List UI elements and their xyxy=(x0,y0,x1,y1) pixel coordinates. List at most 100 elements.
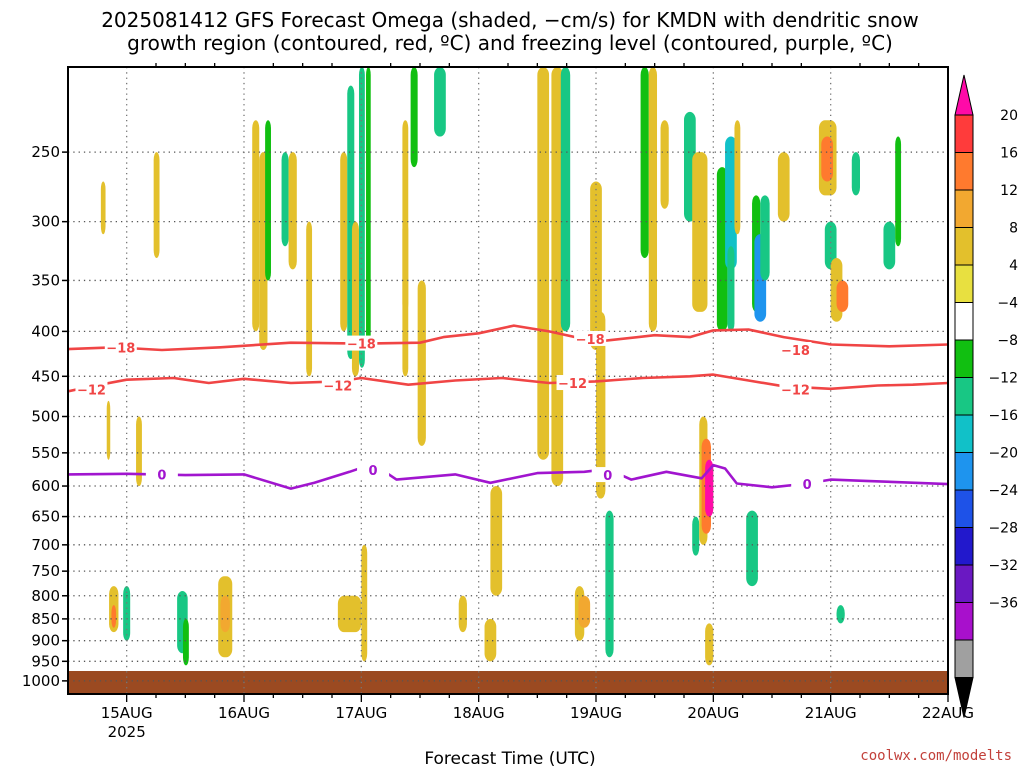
time-tick-label: 19AUG xyxy=(570,704,622,722)
omega-cell xyxy=(417,280,426,446)
colorbar-label: 20 xyxy=(1000,108,1018,124)
time-tick-label: 20AUG xyxy=(687,704,739,722)
contour-label-bg xyxy=(574,330,607,346)
contour-label: −12 xyxy=(77,384,106,399)
freezing-level-contour xyxy=(68,462,948,490)
contour-label: −18 xyxy=(576,333,605,348)
omega-cell xyxy=(716,167,728,332)
omega-cell xyxy=(434,67,446,137)
credit-text: coolwx.com/modelts xyxy=(860,748,1012,764)
pressure-tick-label: 250 xyxy=(31,143,60,161)
contour-label-bg xyxy=(779,381,812,397)
omega-cell xyxy=(883,221,896,270)
omega-cell xyxy=(596,311,606,499)
omega-cell xyxy=(605,510,614,658)
pressure-tick-label: 650 xyxy=(31,508,60,526)
contour-label: −12 xyxy=(558,377,587,392)
contour-label: −12 xyxy=(323,380,352,395)
colorbar-label: 8 xyxy=(1009,221,1018,237)
dendritic-snow-contour xyxy=(68,373,948,393)
pressure-tick-label: 400 xyxy=(31,322,60,340)
contour-label: 0 xyxy=(369,464,378,479)
pressure-tick-label: 300 xyxy=(31,213,60,231)
colorbar-label: 16 xyxy=(1000,146,1018,162)
omega-cell xyxy=(705,623,714,666)
colorbar-segment xyxy=(954,564,974,603)
omega-cell xyxy=(100,181,106,235)
contour-label: 0 xyxy=(157,468,166,483)
contour-label: −12 xyxy=(781,384,810,399)
omega-cell xyxy=(760,195,770,281)
omega-cell xyxy=(182,618,189,666)
omega-cell xyxy=(648,67,658,332)
colorbar-segment xyxy=(954,152,974,191)
time-tick-label: 22AUG xyxy=(922,704,974,722)
colorbar-label: −36 xyxy=(988,596,1018,612)
omega-cell xyxy=(265,120,271,281)
omega-cell xyxy=(410,67,418,168)
contour-label-bg xyxy=(556,375,589,391)
colorbar-segment xyxy=(954,189,974,228)
colorbar-label: −28 xyxy=(988,521,1018,537)
omega-cell xyxy=(288,152,297,270)
contour-label-bg xyxy=(791,476,824,492)
omega-cell xyxy=(725,136,737,270)
pressure-tick-label: 700 xyxy=(31,536,60,554)
omega-cell xyxy=(640,67,649,259)
colorbar-label: −32 xyxy=(988,558,1018,574)
omega-cell xyxy=(590,181,602,350)
omega-cell xyxy=(484,618,497,662)
pressure-tick-label: 600 xyxy=(31,477,60,495)
omega-cell xyxy=(153,152,160,259)
omega-cell xyxy=(361,544,368,662)
colorbar-label: −20 xyxy=(988,446,1018,462)
omega-cell xyxy=(111,605,117,628)
omega-cell xyxy=(366,67,371,350)
temperature-contours: −18 −18 −18 −18 −12 −12 −12 −12 0 0 0 0 xyxy=(68,324,948,493)
omega-cell xyxy=(578,595,591,628)
omega-cell xyxy=(402,221,409,377)
omega-cell xyxy=(692,516,700,556)
time-tick-label: 18AUG xyxy=(453,704,505,722)
x-axis-label: Forecast Time (UTC) xyxy=(424,749,595,768)
contour-label-bg xyxy=(104,339,137,355)
omega-cell xyxy=(836,605,845,624)
colorbar-segment xyxy=(954,302,974,341)
contour-label-bg xyxy=(145,466,178,482)
colorbar-segment xyxy=(954,377,974,416)
omega-cell xyxy=(734,120,741,235)
omega-cell xyxy=(746,510,758,587)
colorbar-segment xyxy=(954,227,974,266)
colorbar-segment xyxy=(954,414,974,453)
contour-label-bg xyxy=(779,341,812,357)
pressure-tick-label: 350 xyxy=(31,271,60,289)
omega-cell xyxy=(220,595,230,633)
contour-label-bg xyxy=(75,381,108,397)
ground-surface xyxy=(68,671,948,695)
omega-cell xyxy=(458,595,467,633)
omega-cell xyxy=(821,136,834,182)
colorbar-label: −4 xyxy=(997,296,1018,312)
dendritic-snow-contour xyxy=(68,324,948,352)
pressure-tick-label: 950 xyxy=(31,652,60,670)
omega-cell xyxy=(727,246,735,332)
contour-label: 0 xyxy=(603,469,612,484)
omega-cell xyxy=(358,67,365,368)
colorbar-label: 4 xyxy=(1009,258,1018,274)
contour-label: 0 xyxy=(803,478,812,493)
colorbar-label: −24 xyxy=(988,483,1018,499)
pressure-tick-label: 1000 xyxy=(22,672,60,690)
omega-cell xyxy=(836,280,849,312)
contour-label: −18 xyxy=(781,344,810,359)
omega-cell xyxy=(136,416,142,487)
omega-cell xyxy=(490,486,503,596)
pressure-tick-label: 500 xyxy=(31,407,60,425)
pressure-tick-label: 800 xyxy=(31,587,60,605)
omega-cell xyxy=(351,221,359,377)
chart-title-line1: 2025081412 GFS Forecast Omega (shaded, −… xyxy=(101,8,919,32)
colorbar-segment xyxy=(954,639,974,678)
colorbar-label: −16 xyxy=(988,408,1018,424)
omega-cell xyxy=(106,400,111,460)
